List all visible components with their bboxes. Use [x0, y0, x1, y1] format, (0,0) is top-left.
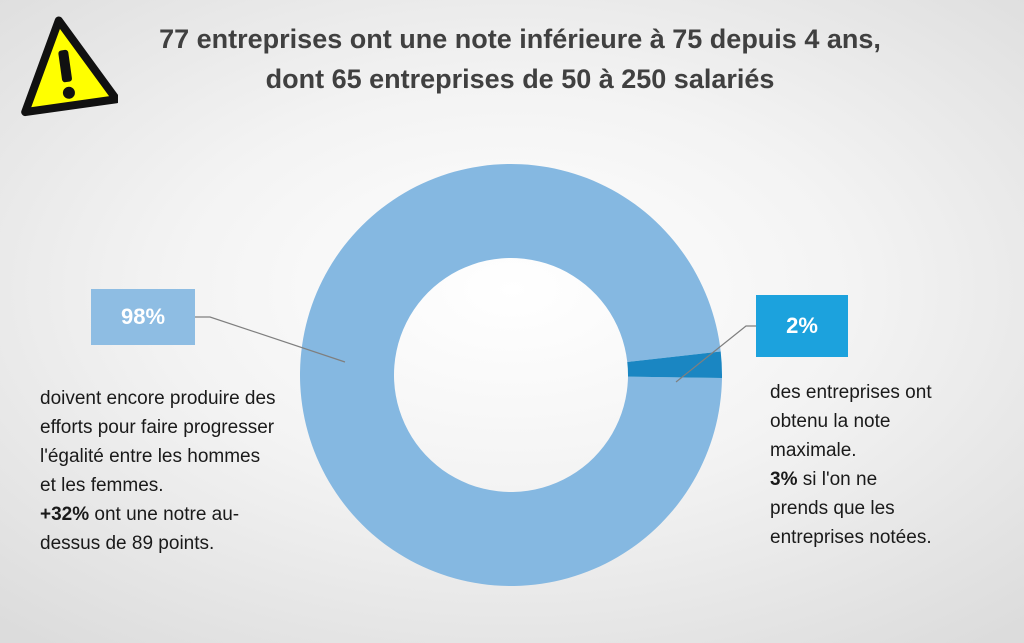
annotation-right: des entreprises ont obtenu la note maxim… [770, 378, 940, 552]
slice-major [300, 163, 722, 586]
data-label-major: 98% [91, 289, 195, 345]
leader-line-major [195, 316, 346, 363]
annotation-left-highlight-text: ont une notre au-dessus de 89 points. [40, 504, 240, 554]
annotation-left-text: doivent encore produire des efforts pour… [40, 388, 276, 496]
chart-title-line-2: dont 65 entreprises de 50 à 250 salariés [265, 64, 775, 94]
annotation-left: doivent encore produire des efforts pour… [40, 384, 280, 558]
data-label-minor: 2% [756, 295, 848, 357]
annotation-right-highlight: 3% [770, 469, 798, 490]
slice-minor [627, 351, 722, 378]
annotation-left-highlight: +32% [40, 504, 90, 525]
leader-line-minor [675, 325, 756, 383]
chart-title-line-1: 77 entreprises ont une note inférieure à… [159, 24, 881, 54]
annotation-right-text: des entreprises ont obtenu la note maxim… [770, 382, 932, 461]
annotation-right-highlight-text: si l'on ne prends que les entreprises no… [770, 469, 932, 548]
warning-triangle-icon [21, 16, 118, 117]
